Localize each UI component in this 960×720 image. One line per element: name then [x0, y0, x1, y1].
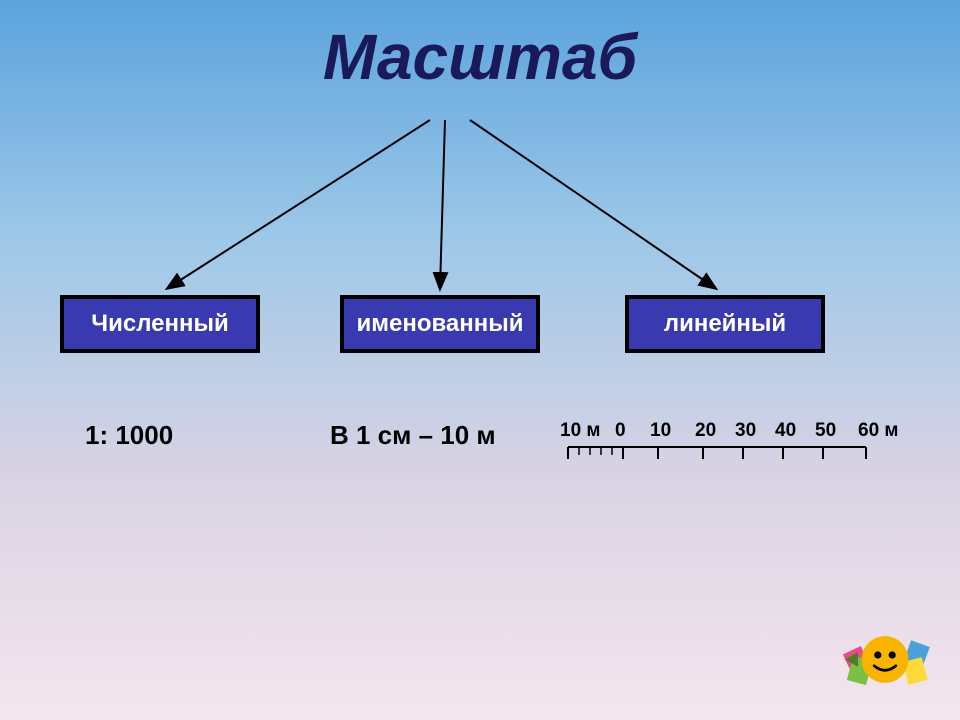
page-title: Масштаб [323, 20, 637, 94]
scale-tick-label: 40 [775, 420, 796, 442]
scale-tick-label: 50 [815, 420, 836, 442]
box-linear: линейный [625, 295, 825, 353]
linear-scale-bar [560, 442, 920, 472]
example-numeric: 1: 1000 [85, 420, 173, 451]
box-numeric: Численный [60, 295, 260, 353]
box-named: именованный [340, 295, 540, 353]
scale-tick-label: 30 [735, 420, 756, 442]
box-label: Численный [91, 310, 228, 338]
background [0, 0, 960, 720]
box-label: линейный [664, 310, 786, 338]
example-named: В 1 см – 10 м [330, 420, 496, 451]
scale-tick-label: 60 м [858, 420, 898, 442]
scale-tick-label: 10 [650, 420, 671, 442]
scale-tick-label: 0 [615, 420, 626, 442]
scale-tick-label: 20 [695, 420, 716, 442]
box-label: именованный [356, 310, 523, 338]
decorative-smiley-icon [840, 610, 930, 700]
scale-tick-label: 10 м [560, 420, 600, 442]
